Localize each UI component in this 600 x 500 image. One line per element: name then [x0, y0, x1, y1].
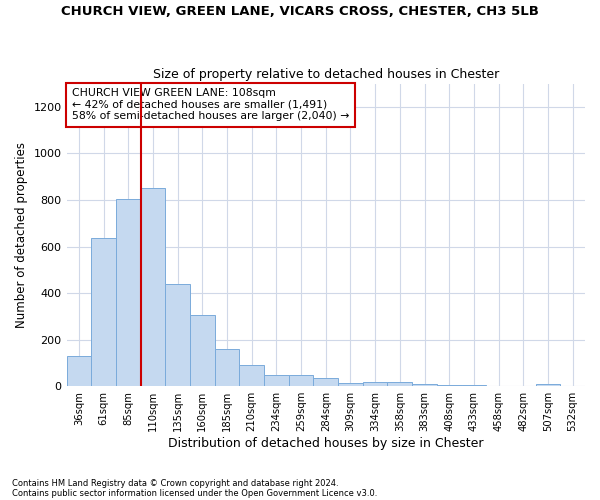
Bar	[116, 199, 140, 386]
Bar	[536, 384, 560, 386]
Bar	[215, 350, 239, 386]
Bar	[165, 284, 190, 386]
Y-axis label: Number of detached properties: Number of detached properties	[15, 142, 28, 328]
Bar	[461, 385, 486, 386]
Bar	[239, 364, 264, 386]
Bar	[264, 374, 289, 386]
Bar	[437, 384, 461, 386]
Text: Contains public sector information licensed under the Open Government Licence v3: Contains public sector information licen…	[12, 488, 377, 498]
Text: Contains HM Land Registry data © Crown copyright and database right 2024.: Contains HM Land Registry data © Crown c…	[12, 478, 338, 488]
X-axis label: Distribution of detached houses by size in Chester: Distribution of detached houses by size …	[168, 437, 484, 450]
Bar	[388, 382, 412, 386]
Bar	[91, 238, 116, 386]
Bar	[338, 382, 363, 386]
Bar	[412, 384, 437, 386]
Bar	[313, 378, 338, 386]
Bar	[190, 315, 215, 386]
Title: Size of property relative to detached houses in Chester: Size of property relative to detached ho…	[152, 68, 499, 81]
Text: CHURCH VIEW GREEN LANE: 108sqm
← 42% of detached houses are smaller (1,491)
58% : CHURCH VIEW GREEN LANE: 108sqm ← 42% of …	[72, 88, 349, 122]
Bar	[363, 382, 388, 386]
Bar	[67, 356, 91, 386]
Bar	[289, 375, 313, 386]
Text: CHURCH VIEW, GREEN LANE, VICARS CROSS, CHESTER, CH3 5LB: CHURCH VIEW, GREEN LANE, VICARS CROSS, C…	[61, 5, 539, 18]
Bar	[140, 188, 165, 386]
